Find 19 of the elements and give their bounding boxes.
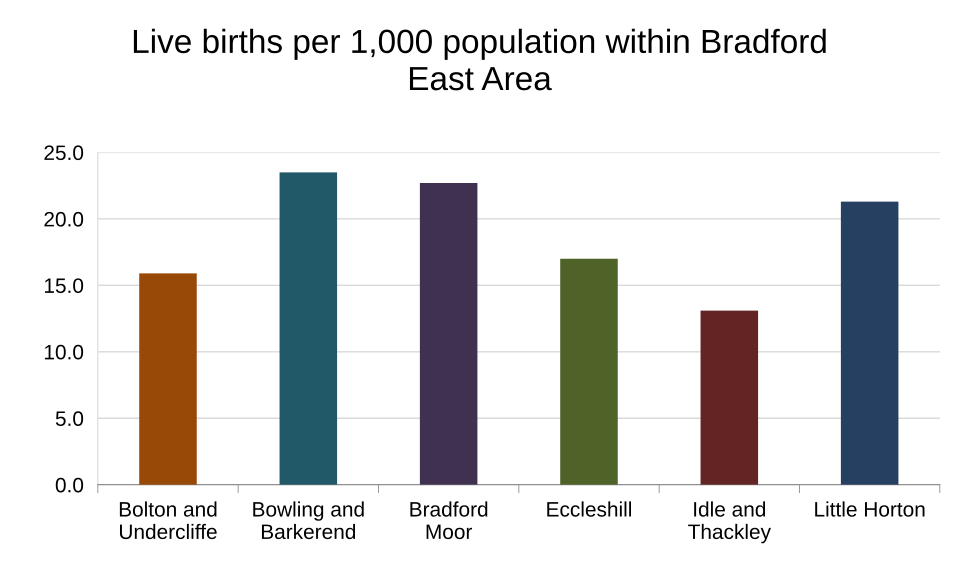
- bar: [840, 202, 898, 485]
- y-tick-label: 5.0: [56, 411, 84, 426]
- x-tick-label: Idle and Thackley: [688, 501, 771, 544]
- x-tick-label: Bolton and Undercliffe: [120, 501, 217, 540]
- bar: [700, 310, 758, 485]
- bar: [560, 258, 618, 485]
- y-tick-label: 25.0: [44, 145, 84, 160]
- x-tick-label: Bradford Moor: [410, 501, 488, 540]
- x-tick-label: Little Horton: [815, 501, 924, 517]
- bar: [280, 172, 338, 485]
- bar: [139, 273, 197, 485]
- chart-title: Live births per 1,000 population within Bradford East Area: [134, 28, 826, 90]
- bar: [420, 182, 478, 485]
- x-tick-label: Eccleshill: [547, 501, 632, 517]
- y-tick-label: 10.0: [44, 344, 84, 360]
- y-tick-label: 0.0: [56, 478, 84, 492]
- x-tick-label: Bowling and Barkerend: [253, 501, 364, 540]
- y-tick-label: 15.0: [44, 278, 84, 294]
- y-tick-label: 20.0: [44, 212, 84, 227]
